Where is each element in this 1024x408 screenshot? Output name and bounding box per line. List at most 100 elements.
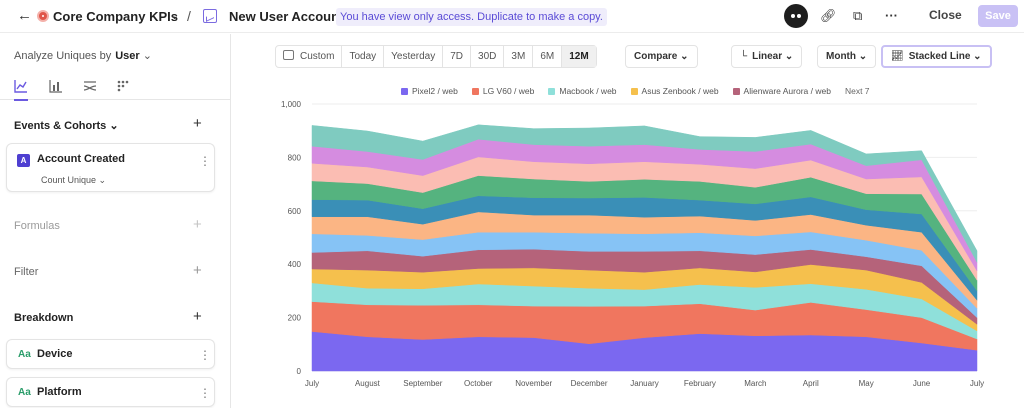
events-title: Events & Cohorts [14,120,107,132]
events-cohorts-header[interactable]: Events & Cohorts ⌄ [14,119,119,132]
range-custom[interactable]: Custom [276,46,343,67]
range-12m[interactable]: 12M [562,46,596,67]
y-tick-label: 0 [297,367,302,376]
query-sidebar: Analyze Uniques by User ⌄ Events & Cohort… [0,34,231,408]
report-title[interactable]: New User Accounts [229,9,351,24]
date-range-selector: Custom Today Yesterday 7D 30D 3M 6M 12M [275,45,597,68]
x-tick-label: August [355,379,381,388]
avatar[interactable] [784,4,808,28]
line-chart-icon: 📈︎ [891,51,904,62]
save-button[interactable]: Save [978,5,1018,27]
top-bar: ← Core Company KPIs ⌄ / New User Account… [0,0,1024,33]
kebab-menu-icon[interactable]: ⋮ [199,386,211,400]
breakdown-label: Platform [37,386,82,398]
add-event-button[interactable]: + [193,115,202,132]
flow-icon [83,81,97,91]
x-tick-label: January [630,379,658,388]
range-6m[interactable]: 6M [533,46,563,67]
interval-label: Month [826,51,856,62]
x-tick-label: December [571,379,608,388]
report-icon [203,9,217,23]
range-custom-label: Custom [300,51,335,62]
chevron-down-icon: ⌄ [856,51,868,62]
formulas-title: Formulas [14,220,60,232]
series-area-11[interactable] [311,124,978,263]
duplicate-icon[interactable]: ⧉ [853,8,863,23]
legend-item[interactable]: LG V60 / web [471,86,534,96]
compare-button[interactable]: Compare ⌄ [625,45,698,68]
close-button[interactable]: Close [929,8,962,22]
add-breakdown-button[interactable]: + [193,308,202,325]
calendar-icon [283,50,294,60]
legend-swatch [471,87,479,95]
breakdown-item-platform[interactable]: Aa Platform ⋮ [6,377,215,407]
scale-selector[interactable]: └ Linear ⌄ [731,45,803,68]
legend-item[interactable]: Asus Zenbook / web [630,86,719,96]
x-tick-label: February [684,379,716,388]
x-tick-label: May [859,379,874,388]
analyze-value[interactable]: User [115,50,140,62]
range-3m[interactable]: 3M [504,46,534,67]
chevron-down-icon: ⌄ [96,175,107,185]
x-tick-label: April [803,379,819,388]
breakdown-item-device[interactable]: Aa Device ⋮ [6,339,215,369]
grid-dots-icon [117,80,129,92]
tab-flow[interactable] [83,79,97,93]
x-tick-label: October [464,379,493,388]
chevron-down-icon: ⌄ [106,120,119,132]
text-type-icon: Aa [18,387,31,398]
chevron-down-icon: ⌄ [677,51,689,62]
legend-item[interactable]: Macbook / web [548,86,617,96]
tab-line-chart[interactable] [14,79,28,101]
legend-label: Macbook / web [559,86,617,96]
legend-label: Pixel2 / web [412,86,458,96]
analyze-uniques-selector[interactable]: Analyze Uniques by User ⌄ [14,49,152,62]
range-today[interactable]: Today [342,46,385,67]
legend-item[interactable]: Pixel2 / web [401,86,458,96]
y-tick-label: 1,000 [281,100,302,109]
legend-swatch [548,87,556,95]
add-formula-button[interactable]: + [193,216,202,233]
stacked-line-chart: 0 200 400 600 800 1,000 July August September Oct… [281,100,984,388]
event-measure-selector[interactable]: Count Unique ⌄ [41,175,106,186]
text-type-icon: Aa [18,349,31,360]
chart-legend: Pixel2 / web LG V60 / web Macbook / web … [401,86,870,96]
legend-swatch [732,87,740,95]
back-arrow-icon[interactable]: ← [17,7,32,24]
chart-type-label: Stacked Line [908,51,971,62]
y-tick-label: 600 [288,207,302,216]
legend-item[interactable]: Alienware Aurora / web [732,86,831,96]
scale-label: Linear [752,51,783,62]
y-tick-label: 400 [288,260,302,269]
event-name[interactable]: Account Created [37,153,126,165]
range-7d[interactable]: 7D [443,46,472,67]
breadcrumb-separator: / [187,8,191,24]
tab-bar-chart[interactable] [49,79,63,93]
line-chart-icon [14,80,27,93]
more-menu-icon[interactable]: ··· [885,8,898,23]
range-yesterday[interactable]: Yesterday [384,46,444,67]
legend-swatch [630,87,638,95]
view-only-notice: You have view only access. Duplicate to … [336,8,607,26]
interval-selector[interactable]: Month ⌄ [817,45,877,68]
kebab-menu-icon[interactable]: ⋮ [199,154,211,168]
y-tick-label: 800 [288,153,302,162]
chevron-down-icon: ⌄ [139,50,152,62]
x-tick-label: November [515,379,552,388]
x-tick-label: July [970,379,984,388]
kebab-menu-icon[interactable]: ⋮ [199,348,211,362]
legend-next-button[interactable]: Next 7 [844,86,870,96]
chart-type-selector[interactable]: 📈︎ Stacked Line ⌄ [881,45,992,68]
add-filter-button[interactable]: + [193,262,202,279]
breakdown-label: Device [37,348,73,360]
tab-grid[interactable] [116,79,130,93]
project-title[interactable]: Core Company KPIs [53,9,178,24]
link-icon[interactable]: 🔗︎ [820,8,837,23]
range-30d[interactable]: 30D [471,46,505,67]
event-card[interactable]: A Account Created ⋮ Count Unique ⌄ [6,143,215,192]
breakdown-title: Breakdown [14,312,74,324]
event-badge: A [17,154,30,167]
chevron-down-icon[interactable]: ⌄ [170,10,180,22]
x-tick-label: March [744,379,766,388]
legend-label: Asus Zenbook / web [641,86,719,96]
